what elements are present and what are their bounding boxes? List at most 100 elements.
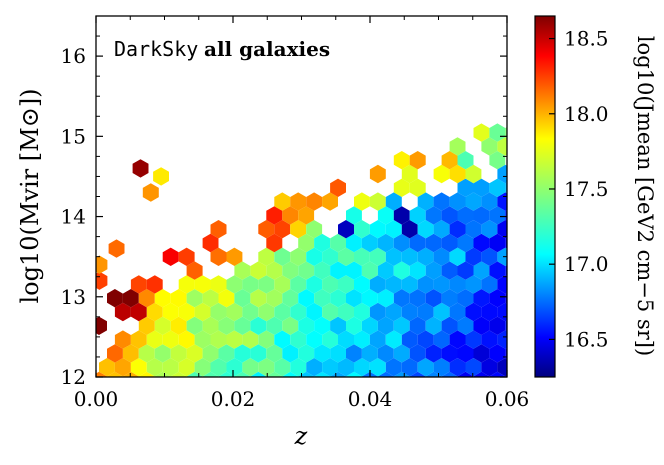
hexbin-cell (330, 316, 346, 335)
hexbin-cell (242, 358, 259, 377)
hexbin-cells (96, 123, 507, 377)
hexbin-cell (433, 247, 450, 266)
hexbin-cell (417, 220, 434, 239)
annotation-mono: DarkSky (114, 37, 198, 61)
hexbin-cell (465, 220, 482, 239)
hexbin-cell (449, 164, 466, 184)
hexbin-cell (385, 275, 402, 294)
hexbin-cell (194, 302, 211, 322)
hexbin-cell (393, 151, 410, 170)
hexbin-cell (369, 247, 386, 266)
hexbin-cell (170, 371, 187, 377)
hexbin-cell (210, 302, 227, 322)
hexbin-cell (425, 289, 442, 308)
hexbin-cell (202, 233, 219, 253)
hexbin-cell (282, 316, 299, 335)
hexbin-cell (226, 302, 243, 322)
hexbin-cell (274, 247, 291, 266)
hexbin-cell (138, 289, 155, 308)
hexbin-cell (282, 344, 299, 363)
hexbin-cell (425, 233, 442, 253)
hexbin-cell (218, 316, 235, 335)
hexbin-cell (218, 344, 235, 363)
hexbin-cell (170, 316, 187, 335)
hexbin-cell (449, 192, 466, 211)
hexbin-cell (385, 192, 402, 211)
hexbin-cell (274, 275, 291, 294)
hexbin-cell (96, 371, 107, 377)
annotation-text: all galaxies (204, 37, 330, 61)
hexbin-cell (473, 233, 490, 253)
hexbin-cell (194, 358, 211, 377)
hexbin-cell (162, 302, 179, 322)
hexbin-cell (298, 371, 315, 377)
hexbin-cell (282, 371, 299, 377)
hexbin-cell (473, 123, 490, 142)
hexbin-cell (481, 302, 498, 322)
hexbin-cell (449, 220, 466, 239)
hexbin-cell (409, 206, 426, 225)
hexbin-cell (154, 289, 171, 308)
hexbin-cell (425, 261, 442, 280)
hexbin-cell (282, 289, 299, 308)
hexbin-cell-outlier (108, 239, 125, 258)
hexbin-cell (433, 330, 450, 349)
hexbin-cell (274, 302, 291, 322)
hexbin-cell (449, 275, 466, 294)
hexbin-cell (385, 220, 402, 239)
hexbin-cell (306, 358, 323, 377)
hexbin-cell (314, 233, 331, 253)
hexbin-cell (170, 344, 187, 363)
hexbin-cell (465, 302, 482, 322)
hexbin-cell (314, 261, 331, 280)
hexbin-cell (178, 302, 195, 322)
hexbin-cell (194, 275, 211, 294)
hexbin-cell (194, 330, 211, 349)
hexbin-cell (266, 289, 283, 308)
hexbin-cell (234, 261, 251, 280)
hexbin-cell (441, 371, 458, 377)
colorbar (534, 15, 556, 378)
hexbin-cell (226, 358, 243, 377)
hexbin-cell (138, 344, 155, 363)
hexbin-cell (361, 344, 378, 363)
hexbin-cell (409, 316, 426, 335)
hexbin-cell (210, 358, 227, 377)
hexbin-cell (258, 330, 275, 349)
hexbin-cell (441, 151, 458, 170)
hexbin-cell (497, 220, 507, 239)
hexbin-cell (354, 358, 370, 377)
hexbin-cell (154, 316, 171, 335)
hexbin-cell (401, 220, 418, 239)
hexbin-cell (457, 233, 474, 253)
hexbin-cell-outlier (153, 167, 169, 186)
hexbin-cell (393, 289, 410, 308)
hexbin-cell (489, 344, 506, 363)
hexbin-cell (338, 302, 354, 322)
hexbin-cell (322, 247, 338, 266)
hexbin-cell (170, 289, 187, 308)
hexbin-cell (99, 358, 115, 377)
hexbin-cell (186, 261, 203, 280)
hexbin-cell (322, 358, 338, 377)
hexbin-cell (202, 316, 219, 335)
hexbin-cell (465, 358, 482, 377)
hexbin-cell (290, 247, 307, 266)
hexbin-cell (282, 206, 299, 225)
hexbin-cell (393, 233, 410, 253)
hexbin-cell (449, 358, 466, 377)
hexbin-cell (354, 192, 370, 211)
hexbin-cell (338, 275, 354, 294)
hexbin-cell (417, 192, 434, 211)
hexbin-cell (377, 233, 394, 253)
hexbin-cell (393, 261, 410, 280)
hexbin-cell (146, 302, 163, 322)
hexbin-cell (242, 275, 259, 294)
hexbin-cell (274, 358, 291, 377)
hexbin-cell (433, 275, 450, 294)
hexbin-cell (497, 247, 507, 266)
hexbin-cell (433, 358, 450, 377)
hexbin-cell (146, 358, 163, 377)
hexbin-cell (266, 206, 283, 225)
hexbin-cell (417, 358, 434, 377)
